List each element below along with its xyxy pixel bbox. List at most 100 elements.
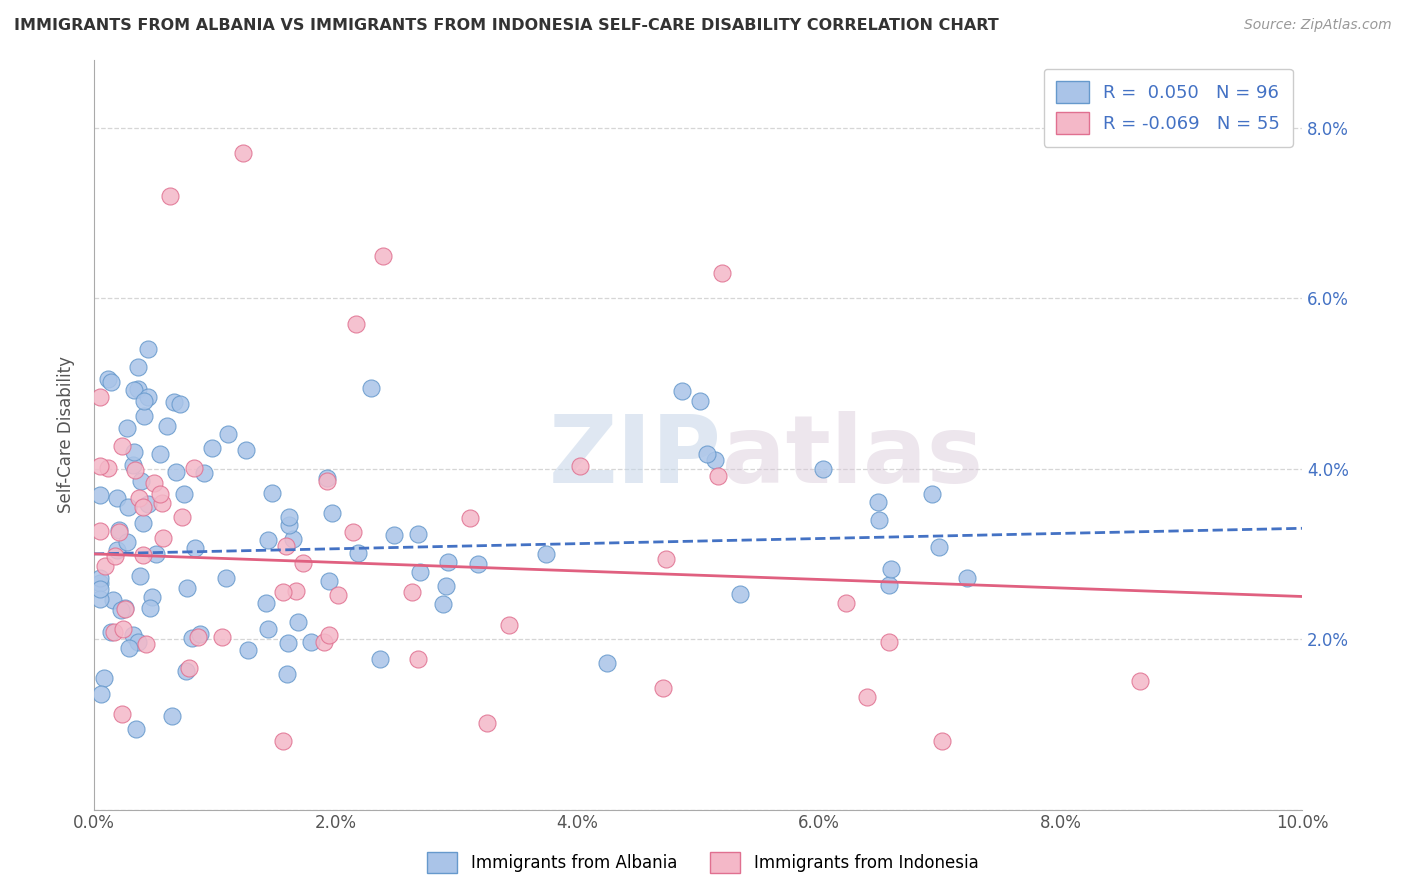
Point bbox=[122, 383, 145, 397]
Point bbox=[215, 571, 238, 585]
Point bbox=[277, 636, 299, 650]
Point bbox=[299, 635, 322, 649]
Point bbox=[278, 510, 301, 524]
Point bbox=[118, 640, 141, 655]
Point bbox=[707, 468, 730, 483]
Point bbox=[321, 506, 343, 520]
Point bbox=[125, 722, 148, 736]
Point bbox=[276, 666, 298, 681]
Point bbox=[89, 592, 111, 607]
Point bbox=[931, 734, 953, 748]
Point bbox=[1129, 673, 1152, 688]
Point bbox=[360, 381, 382, 395]
Point bbox=[281, 532, 304, 546]
Point bbox=[100, 375, 122, 389]
Point bbox=[651, 681, 673, 695]
Point bbox=[128, 491, 150, 505]
Point bbox=[285, 584, 308, 599]
Point bbox=[344, 317, 367, 331]
Point bbox=[127, 635, 149, 649]
Point bbox=[187, 630, 209, 644]
Point bbox=[121, 458, 143, 472]
Point bbox=[145, 547, 167, 561]
Point bbox=[108, 524, 131, 539]
Point bbox=[704, 453, 727, 467]
Point bbox=[183, 541, 205, 556]
Point bbox=[568, 458, 591, 473]
Point bbox=[813, 462, 835, 476]
Point bbox=[149, 446, 172, 460]
Point bbox=[467, 557, 489, 571]
Point bbox=[318, 574, 340, 589]
Point bbox=[94, 558, 117, 573]
Point bbox=[169, 397, 191, 411]
Point bbox=[121, 628, 143, 642]
Point bbox=[160, 709, 183, 723]
Point bbox=[132, 516, 155, 531]
Point bbox=[89, 582, 111, 596]
Point bbox=[595, 657, 617, 671]
Point bbox=[342, 525, 364, 540]
Point bbox=[188, 627, 211, 641]
Point bbox=[172, 509, 194, 524]
Point bbox=[368, 652, 391, 666]
Point bbox=[134, 409, 156, 424]
Point bbox=[236, 642, 259, 657]
Point bbox=[132, 548, 155, 562]
Point bbox=[117, 500, 139, 514]
Point bbox=[260, 485, 283, 500]
Text: IMMIGRANTS FROM ALBANIA VS IMMIGRANTS FROM INDONESIA SELF-CARE DISABILITY CORREL: IMMIGRANTS FROM ALBANIA VS IMMIGRANTS FR… bbox=[14, 18, 998, 33]
Point bbox=[291, 557, 314, 571]
Point bbox=[100, 625, 122, 640]
Point bbox=[536, 548, 558, 562]
Point bbox=[254, 596, 277, 610]
Point bbox=[136, 390, 159, 404]
Point bbox=[347, 546, 370, 560]
Point bbox=[856, 690, 879, 705]
Point bbox=[141, 591, 163, 605]
Point bbox=[274, 539, 297, 553]
Point bbox=[173, 487, 195, 501]
Point bbox=[129, 474, 152, 488]
Point bbox=[165, 465, 187, 479]
Point bbox=[89, 488, 111, 502]
Point bbox=[110, 602, 132, 616]
Point bbox=[477, 715, 499, 730]
Point bbox=[211, 630, 233, 644]
Point bbox=[432, 597, 454, 611]
Point bbox=[318, 627, 340, 641]
Point bbox=[315, 471, 337, 485]
Point bbox=[271, 585, 294, 599]
Point bbox=[183, 460, 205, 475]
Point bbox=[671, 384, 693, 398]
Point bbox=[928, 540, 950, 554]
Y-axis label: Self-Care Disability: Self-Care Disability bbox=[58, 356, 75, 513]
Point bbox=[103, 625, 125, 640]
Point bbox=[409, 565, 432, 579]
Point bbox=[134, 393, 156, 408]
Point bbox=[124, 463, 146, 477]
Point bbox=[89, 524, 111, 538]
Point bbox=[152, 531, 174, 545]
Text: atlas: atlas bbox=[723, 411, 983, 503]
Point bbox=[232, 146, 254, 161]
Point bbox=[312, 635, 335, 649]
Point bbox=[654, 552, 676, 566]
Point bbox=[711, 266, 734, 280]
Point bbox=[139, 601, 162, 615]
Point bbox=[868, 513, 890, 527]
Point bbox=[107, 523, 129, 537]
Point bbox=[93, 672, 115, 686]
Text: Source: ZipAtlas.com: Source: ZipAtlas.com bbox=[1244, 18, 1392, 32]
Point bbox=[128, 569, 150, 583]
Point bbox=[176, 581, 198, 595]
Point bbox=[105, 542, 128, 557]
Point bbox=[90, 687, 112, 701]
Point bbox=[111, 622, 134, 636]
Point bbox=[271, 734, 294, 748]
Point bbox=[180, 631, 202, 645]
Point bbox=[257, 533, 280, 547]
Point bbox=[401, 585, 423, 599]
Legend: R =  0.050   N = 96, R = -0.069   N = 55: R = 0.050 N = 96, R = -0.069 N = 55 bbox=[1043, 69, 1294, 147]
Point bbox=[437, 555, 460, 569]
